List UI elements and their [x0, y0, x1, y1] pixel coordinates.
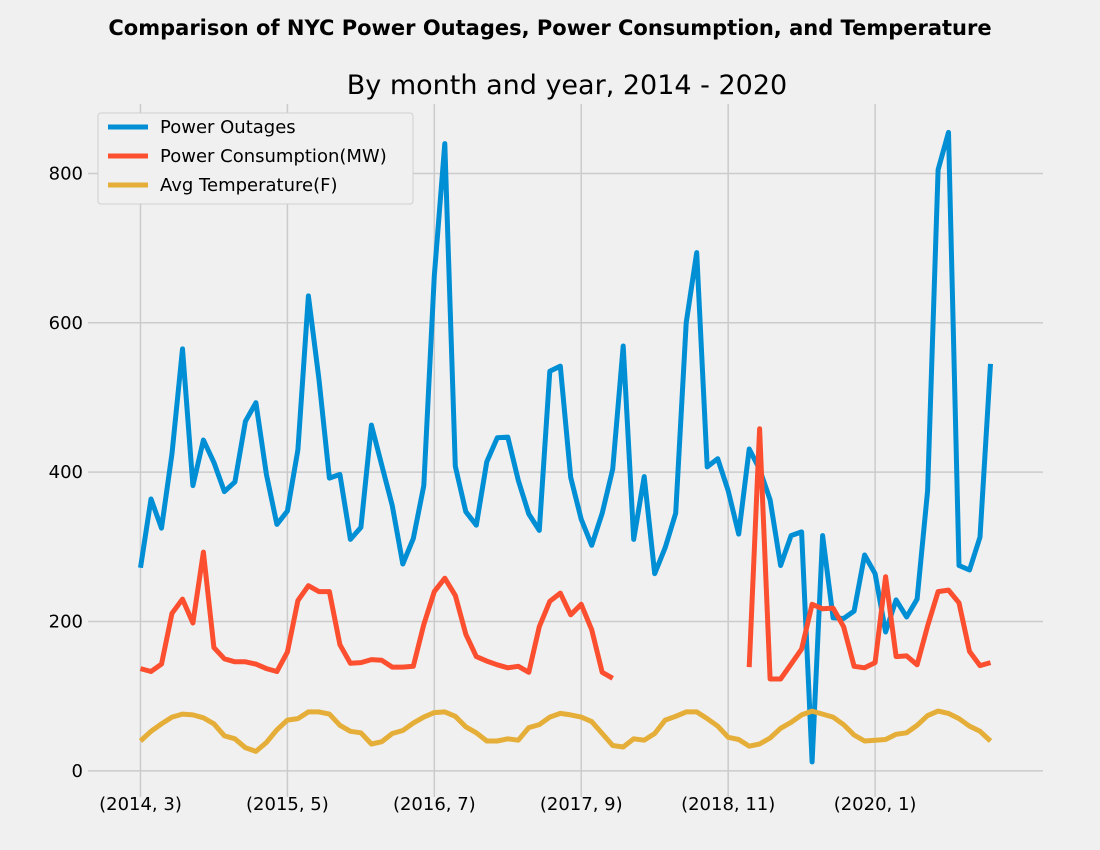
legend-label: Power Outages: [160, 117, 296, 138]
x-axis-ticks: (2014, 3) (2015, 5) (2016, 7) (2017, 9) (201…: [99, 794, 916, 815]
y-tick-label: 400: [49, 462, 83, 483]
chart-title: By month and year, 2014 - 2020: [347, 70, 787, 101]
series-line: [746, 426, 992, 682]
legend-label: Power Consumption(MW): [160, 146, 387, 167]
y-tick-label: 800: [49, 163, 83, 184]
x-tick-label: (2014, 3): [99, 794, 182, 815]
legend-box: [97, 112, 414, 205]
grid-lines: [88, 104, 1043, 797]
y-tick-label: 600: [49, 313, 83, 334]
y-tick-label: 0: [72, 761, 83, 782]
series-line: [138, 708, 993, 754]
x-tick-label: (2015, 5): [246, 794, 329, 815]
series-line: [138, 129, 993, 765]
y-tick-label: 200: [49, 612, 83, 633]
legend: Power Outages Power Consumption(MW) Avg Te…: [97, 112, 414, 205]
y-axis-ticks: 0 200 400 600 800: [49, 163, 83, 781]
x-tick-label: (2017, 9): [540, 794, 623, 815]
x-tick-label: (2018, 11): [681, 794, 775, 815]
series-2: [139, 426, 992, 682]
series-line: [139, 549, 614, 681]
x-tick-label: (2016, 7): [393, 794, 476, 815]
x-tick-label: (2020, 1): [834, 794, 917, 815]
chart-suptitle: Comparison of NYC Power Outages, Power C…: [108, 16, 991, 40]
series-lines: [138, 129, 993, 765]
series-3: [138, 708, 993, 754]
legend-label: Avg Temperature(F): [160, 175, 337, 196]
series-1: [138, 129, 993, 765]
